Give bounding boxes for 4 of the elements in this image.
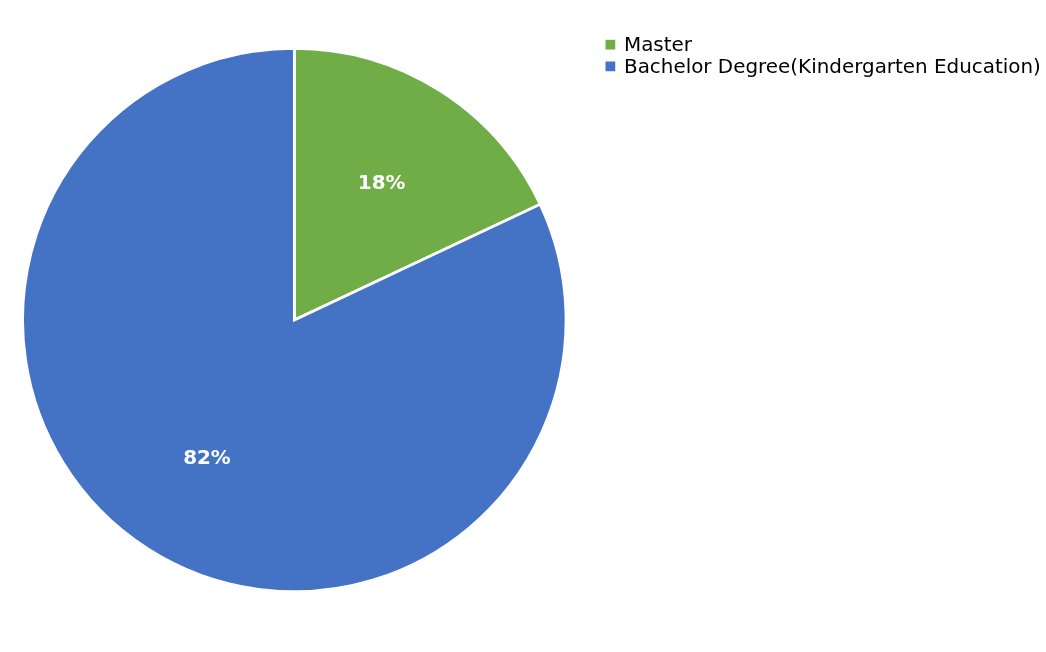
- legend-label: Bachelor Degree(Kindergarten Education): [623, 54, 1041, 78]
- legend-label: Master: [623, 33, 693, 57]
- data-label: 82%: [183, 445, 231, 469]
- data-label: 18%: [357, 170, 406, 194]
